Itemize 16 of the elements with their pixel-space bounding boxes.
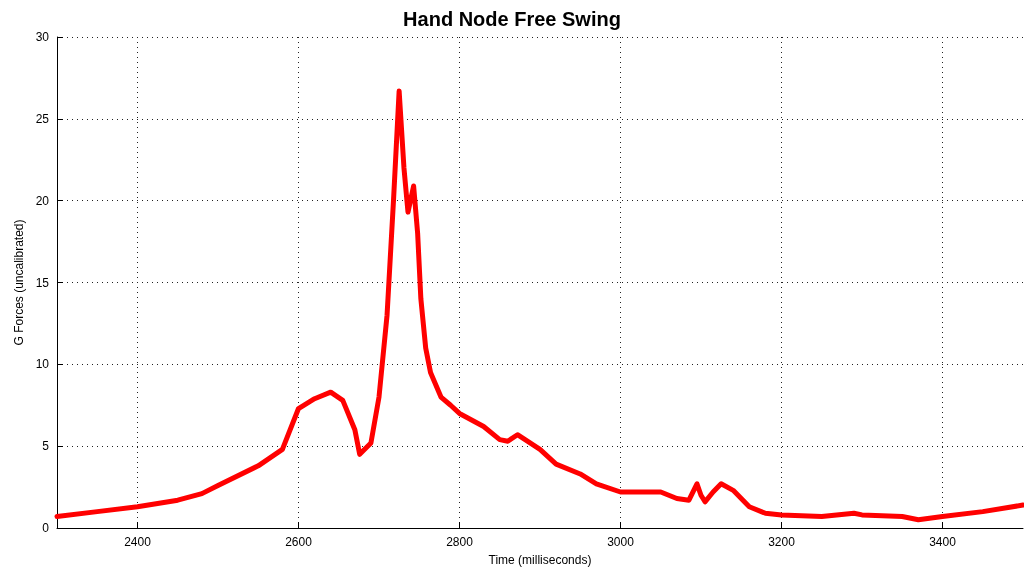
x-tick-label: 2600 (285, 535, 313, 549)
x-tick-label: 2400 (124, 535, 152, 549)
x-tick-label: 3000 (607, 535, 635, 549)
x-tick-label: 3400 (929, 535, 957, 549)
y-tick-label: 0 (42, 521, 50, 535)
x-tick-label: 2800 (446, 535, 474, 549)
y-axis-title: G Forces (uncalibrated) (11, 219, 26, 346)
x-axis-title: Time (milliseconds) (488, 553, 592, 567)
y-tick-label: 10 (35, 357, 50, 372)
chart-title: Hand Node Free Swing (403, 8, 621, 30)
x-tick-label: 3200 (768, 535, 796, 549)
y-tick-label: 15 (35, 275, 50, 290)
y-tick-label: 5 (42, 439, 50, 454)
y-tick-label: 20 (35, 193, 50, 208)
y-tick-label: 25 (35, 111, 50, 126)
y-tick-label: 30 (35, 30, 50, 44)
